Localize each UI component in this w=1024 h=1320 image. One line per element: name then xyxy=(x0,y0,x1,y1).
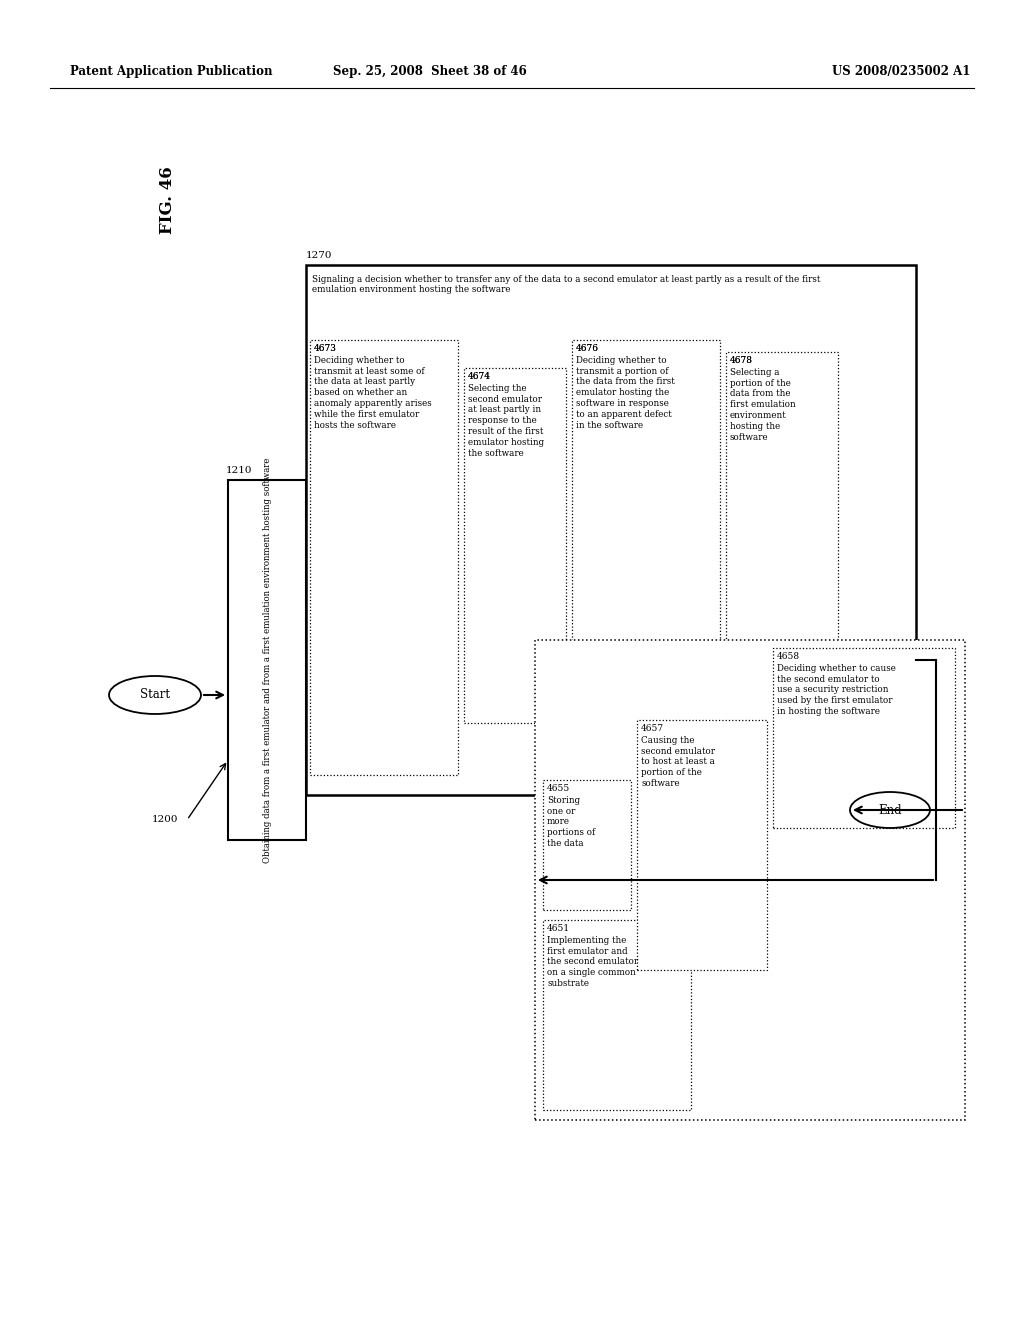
Text: Sep. 25, 2008  Sheet 38 of 46: Sep. 25, 2008 Sheet 38 of 46 xyxy=(333,66,527,78)
Text: 4678: 4678 xyxy=(730,356,753,366)
Text: Deciding whether to
transmit at least some of
the data at least partly
based on : Deciding whether to transmit at least so… xyxy=(314,356,432,429)
Bar xyxy=(306,265,916,795)
Text: Selecting the
second emulator
at least partly in
response to the
result of the f: Selecting the second emulator at least p… xyxy=(468,384,544,458)
Text: 1200: 1200 xyxy=(152,816,178,825)
Text: Patent Application Publication: Patent Application Publication xyxy=(70,66,272,78)
Text: End: End xyxy=(879,804,902,817)
Text: 4678: 4678 xyxy=(730,356,753,366)
Text: 4673: 4673 xyxy=(314,345,337,352)
Text: FIG. 46: FIG. 46 xyxy=(159,166,175,234)
Bar xyxy=(464,368,566,723)
Text: 4676: 4676 xyxy=(575,345,599,352)
Text: Signaling a decision whether to transfer any of the data to a second emulator at: Signaling a decision whether to transfer… xyxy=(312,275,820,294)
Bar xyxy=(310,341,458,775)
Text: 4674: 4674 xyxy=(468,372,490,381)
Text: 4676: 4676 xyxy=(575,345,599,352)
Text: 4657: 4657 xyxy=(641,723,665,733)
Text: 4658: 4658 xyxy=(777,652,800,661)
Text: Selecting a
portion of the
data from the
first emulation
environment
hosting the: Selecting a portion of the data from the… xyxy=(730,368,796,441)
Bar xyxy=(773,648,955,828)
Bar xyxy=(637,719,767,970)
Bar xyxy=(572,341,720,775)
Text: Deciding whether to cause
the second emulator to
use a security restriction
used: Deciding whether to cause the second emu… xyxy=(777,664,896,715)
Bar xyxy=(543,920,691,1110)
Text: US 2008/0235002 A1: US 2008/0235002 A1 xyxy=(831,66,970,78)
Text: Storing
one or
more
portions of
the data: Storing one or more portions of the data xyxy=(547,796,595,847)
Text: 1210: 1210 xyxy=(226,466,253,475)
Ellipse shape xyxy=(109,676,201,714)
Text: Obtaining data from a first emulator and from a first emulation environment host: Obtaining data from a first emulator and… xyxy=(262,457,271,863)
Text: Deciding whether to
transmit a portion of
the data from the first
emulator hosti: Deciding whether to transmit a portion o… xyxy=(575,356,675,429)
Text: 4655: 4655 xyxy=(547,784,570,793)
Bar xyxy=(535,640,965,1119)
Bar xyxy=(543,780,631,909)
Text: Causing the
second emulator
to host at least a
portion of the
software: Causing the second emulator to host at l… xyxy=(641,737,715,788)
Bar xyxy=(726,352,838,747)
Text: 4674: 4674 xyxy=(468,372,490,381)
Text: 4673: 4673 xyxy=(314,345,337,352)
Text: 4651: 4651 xyxy=(547,924,570,933)
Text: Implementing the
first emulator and
the second emulator
on a single common
subst: Implementing the first emulator and the … xyxy=(547,936,638,987)
Ellipse shape xyxy=(850,792,930,828)
Bar xyxy=(228,480,306,840)
Text: 1270: 1270 xyxy=(306,251,333,260)
Text: Start: Start xyxy=(140,689,170,701)
